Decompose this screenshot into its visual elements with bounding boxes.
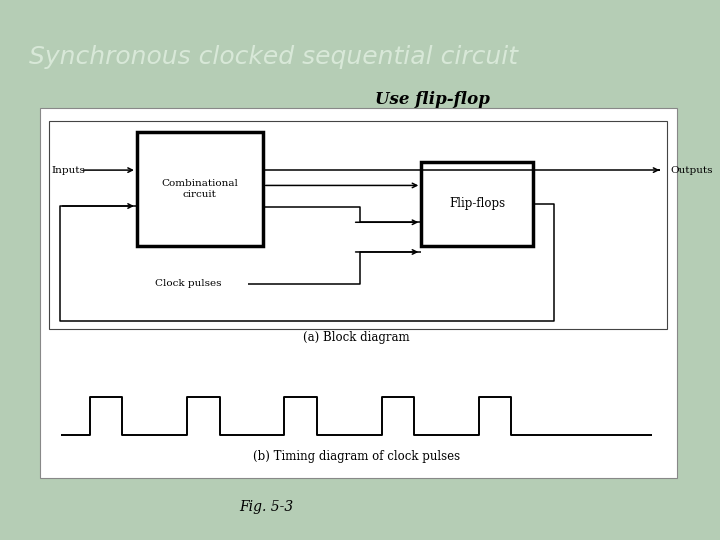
Text: Use flip-flop: Use flip-flop bbox=[374, 91, 490, 109]
Text: Fig. 5-3: Fig. 5-3 bbox=[239, 500, 294, 514]
Text: Flip-flops: Flip-flops bbox=[449, 197, 505, 211]
Text: Combinational
circuit: Combinational circuit bbox=[161, 179, 238, 199]
Text: Clock pulses: Clock pulses bbox=[155, 279, 221, 288]
Text: (a) Block diagram: (a) Block diagram bbox=[303, 331, 410, 344]
Bar bbox=[421, 162, 533, 246]
Text: Inputs: Inputs bbox=[52, 166, 86, 174]
Text: (b) Timing diagram of clock pulses: (b) Timing diagram of clock pulses bbox=[253, 450, 460, 463]
Bar bbox=[137, 132, 263, 246]
Bar bbox=[49, 122, 667, 329]
Bar bbox=[40, 108, 677, 478]
Text: Synchronous clocked sequential circuit: Synchronous clocked sequential circuit bbox=[29, 45, 518, 69]
Text: Outputs: Outputs bbox=[670, 166, 713, 174]
